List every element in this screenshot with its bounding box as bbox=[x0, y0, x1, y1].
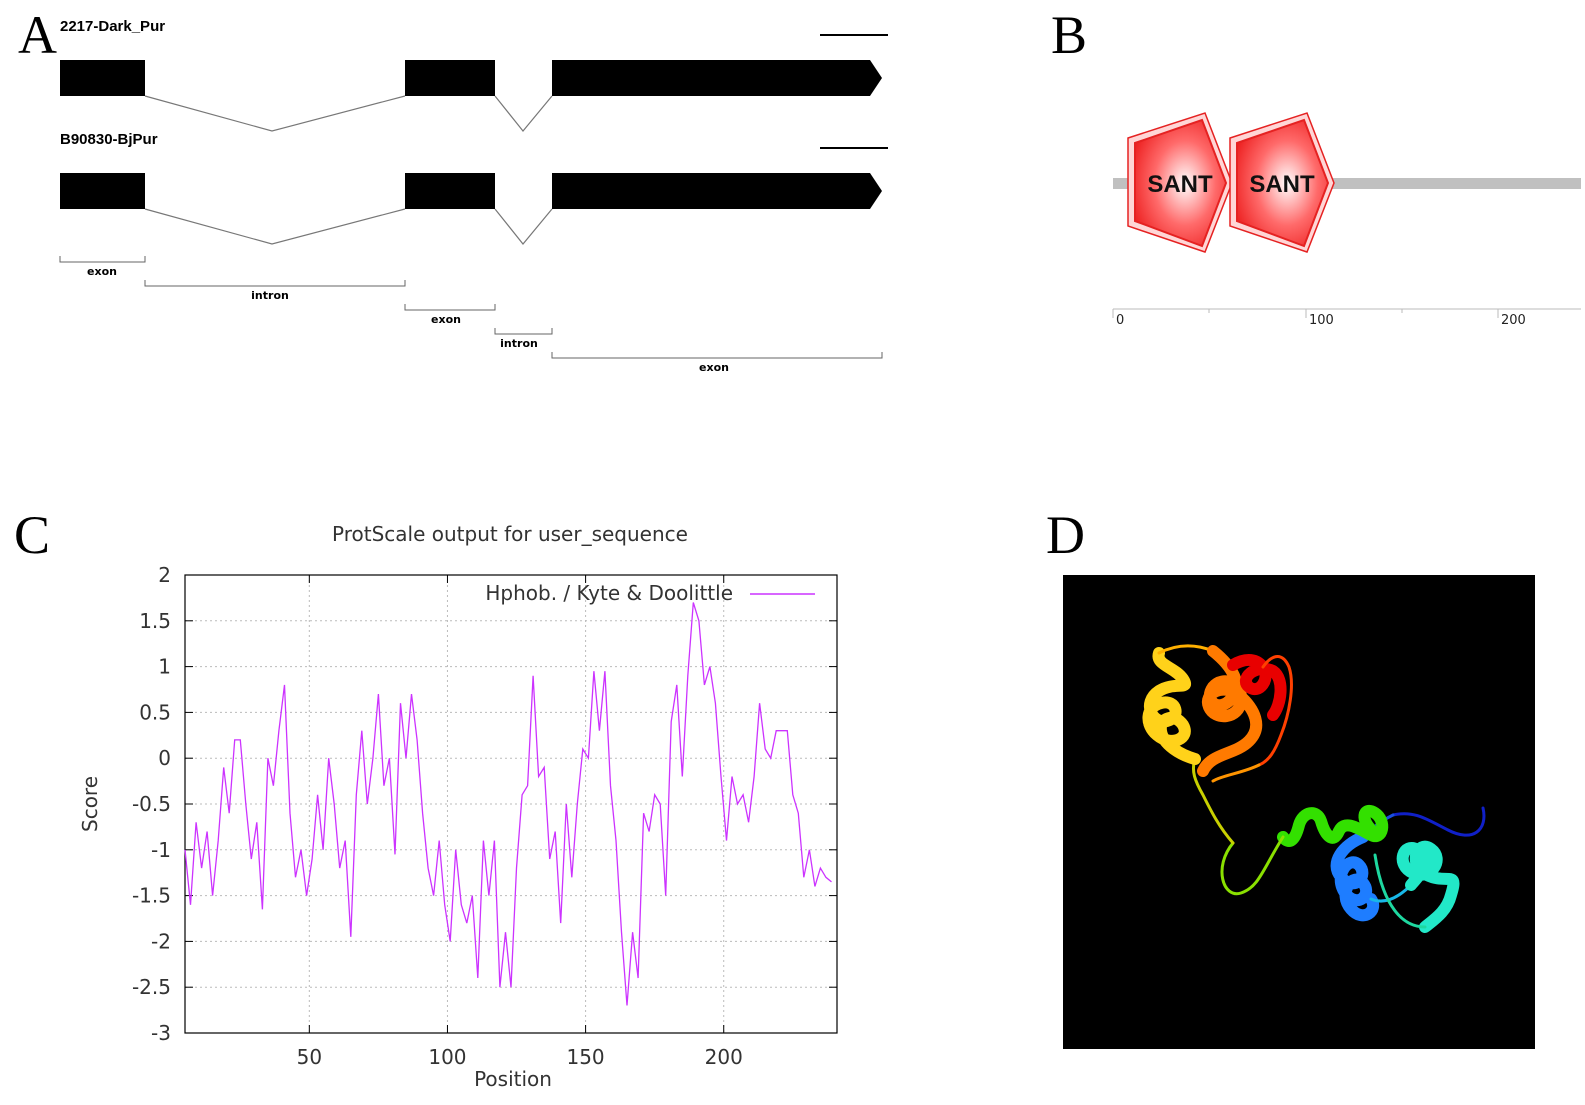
chart-grid bbox=[185, 575, 837, 1033]
y-tick-label: -1.5 bbox=[132, 884, 171, 908]
legend-label: Hphob. / Kyte & Doolittle bbox=[485, 581, 733, 605]
x-tick-label: 50 bbox=[297, 1045, 322, 1069]
segment-label: exon bbox=[699, 361, 729, 374]
domain-map-panel: SANT SANT 0 100 200 bbox=[1112, 112, 1581, 328]
segment-label: exon bbox=[431, 313, 461, 326]
hydropathy-series-line bbox=[184, 602, 832, 1006]
exon-block-last bbox=[552, 173, 882, 209]
sant-domain-1: SANT bbox=[1127, 112, 1233, 253]
y-tick-label: -2.5 bbox=[132, 975, 171, 999]
x-tick-label: 200 bbox=[705, 1045, 743, 1069]
gene-model-1 bbox=[60, 60, 882, 132]
exon-block-last bbox=[552, 60, 882, 96]
domain-axis-tick: 200 bbox=[1501, 313, 1526, 328]
hydropathy-chart: ProtScale output for user_sequence 2 1.5 1… bbox=[78, 522, 838, 1091]
y-tick-label: 1.5 bbox=[139, 609, 171, 633]
protein-backbone bbox=[1113, 178, 1581, 189]
gene-name-1: 2217-Dark_Pur bbox=[60, 18, 165, 35]
x-tick-label: 150 bbox=[566, 1045, 604, 1069]
y-tick-label: 2 bbox=[158, 563, 171, 587]
sant-domain-2: SANT bbox=[1229, 112, 1335, 253]
y-axis-label: Score bbox=[78, 776, 102, 832]
intron-line bbox=[144, 95, 406, 132]
y-tick-label: -2 bbox=[151, 929, 171, 953]
segment-brackets bbox=[59, 256, 883, 359]
panel-letter-d: D bbox=[1046, 505, 1085, 565]
domain-axis-tick: 100 bbox=[1309, 313, 1334, 328]
segment-label: exon bbox=[87, 265, 117, 278]
y-tick-label: -1 bbox=[151, 838, 171, 862]
y-tick-label: 1 bbox=[158, 655, 171, 679]
domain-axis-tick: 0 bbox=[1116, 313, 1124, 328]
gene-name-2: B90830-BjPur bbox=[60, 131, 158, 148]
panel-letter-c: C bbox=[14, 505, 51, 565]
ribbon-model bbox=[1142, 644, 1486, 933]
panel-letter-b: B bbox=[1051, 5, 1088, 65]
y-tick-label: -3 bbox=[151, 1021, 171, 1045]
intron-line bbox=[494, 208, 553, 245]
domain-label: SANT bbox=[1147, 171, 1213, 198]
y-tick-label: 0 bbox=[158, 746, 171, 770]
domain-label: SANT bbox=[1249, 171, 1315, 198]
x-tick-label: 100 bbox=[428, 1045, 466, 1069]
exon-block bbox=[60, 60, 145, 96]
x-axis-label: Position bbox=[474, 1067, 552, 1091]
x-axis-ticks: 50 100 150 200 bbox=[297, 575, 743, 1069]
exon-block bbox=[405, 60, 495, 96]
gene-structure-panel: 2217-Dark_Pur B90830-BjPur exon intron e… bbox=[59, 18, 888, 374]
domain-axis bbox=[1112, 308, 1581, 318]
y-tick-label: 0.5 bbox=[139, 700, 171, 724]
gene-model-2 bbox=[60, 173, 882, 245]
exon-block bbox=[60, 173, 145, 209]
chart-title: ProtScale output for user_sequence bbox=[332, 522, 688, 546]
intron-line bbox=[144, 208, 406, 245]
y-axis-ticks: 2 1.5 1 0.5 0 -0.5 -1 -1.5 -2 -2.5 -3 bbox=[132, 563, 837, 1045]
panel-letter-a: A bbox=[18, 5, 57, 65]
y-tick-label: -0.5 bbox=[132, 792, 171, 816]
exon-block bbox=[405, 173, 495, 209]
protein-structure-render bbox=[1063, 575, 1535, 1049]
intron-line bbox=[494, 95, 553, 132]
segment-label: intron bbox=[251, 289, 289, 302]
segment-label: intron bbox=[500, 337, 538, 350]
